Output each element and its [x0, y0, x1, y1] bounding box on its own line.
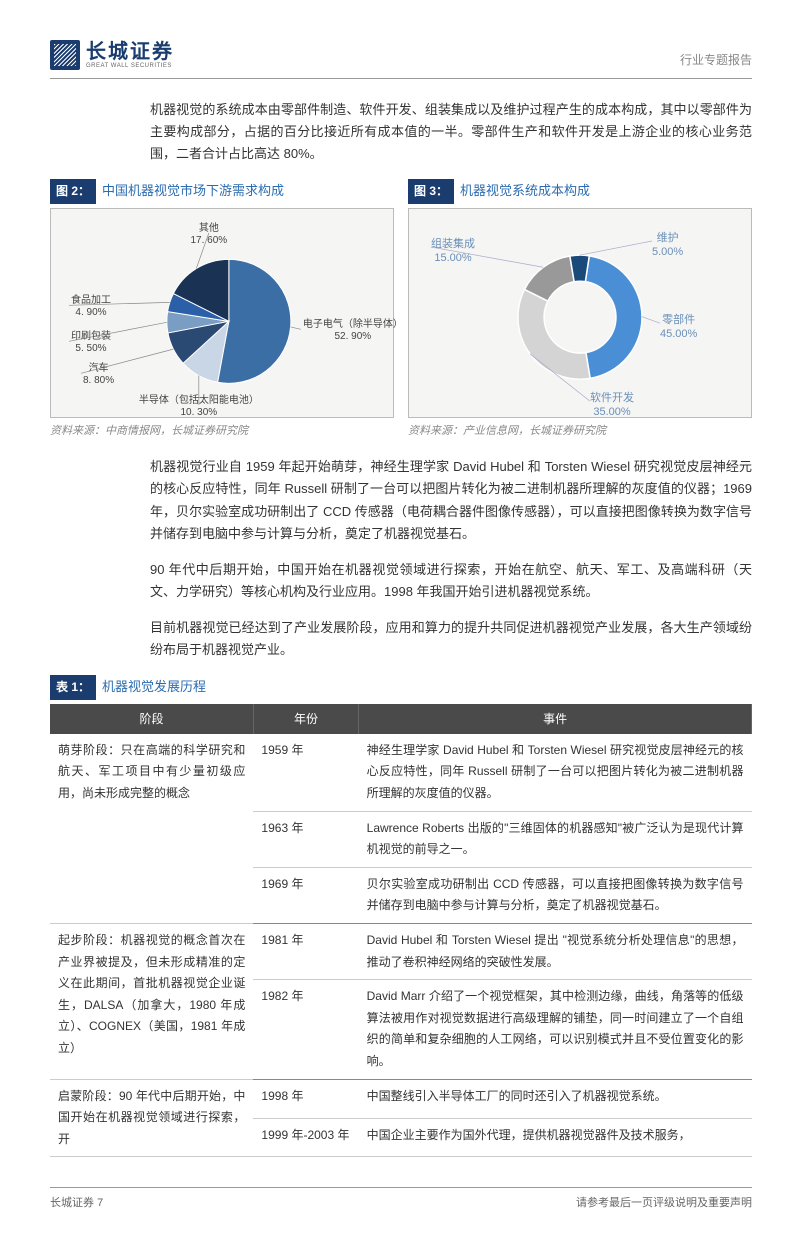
- chart2-source: 资料来源：中商情报网，长城证券研究院: [50, 422, 394, 441]
- cell-year: 1959 年: [253, 734, 358, 811]
- charts-row: 图 2： 中国机器视觉市场下游需求构成 电子电气（除半导体）52. 90%半导体…: [50, 179, 752, 440]
- footer-right: 请参考最后一页评级说明及重要声明: [576, 1194, 752, 1213]
- table1-title: 机器视觉发展历程: [102, 676, 206, 698]
- chart3-canvas: 零部件45.00% 软件开发35.00% 组装集成15.00% 维护5.00%: [408, 208, 752, 418]
- cell-event: 神经生理学家 David Hubel 和 Torsten Wiesel 研究视觉…: [359, 734, 752, 811]
- cell-year: 1981 年: [253, 924, 358, 980]
- pie-slice-label: 其他17. 60%: [190, 223, 227, 247]
- intro-paragraph: 机器视觉的系统成本由零部件制造、软件开发、组装集成以及维护过程产生的成本构成，其…: [150, 99, 752, 165]
- page-header: 长城证券 GREAT WALL SECURITIES 行业专题报告: [50, 40, 752, 79]
- cell-event: Lawrence Roberts 出版的"三维固体的机器感知"被广泛认为是现代计…: [359, 811, 752, 867]
- table-row: 起步阶段：机器视觉的概念首次在产业界被提及，但未形成精准的定义在此期间，首批机器…: [50, 924, 752, 980]
- paragraph-2: 机器视觉行业自 1959 年起开始萌芽，神经生理学家 David Hubel 和…: [150, 456, 752, 544]
- donut-slice-label: 维护5.00%: [652, 231, 683, 260]
- logo-cn: 长城证券: [86, 41, 174, 63]
- pie-slice-label: 汽车8. 80%: [83, 363, 114, 387]
- th-event: 事件: [359, 704, 752, 734]
- cell-year: 1999 年-2003 年: [253, 1118, 358, 1157]
- chart3-box: 图 3： 机器视觉系统成本构成 零部件45.00% 软件开发35.00% 组装集成1…: [408, 179, 752, 440]
- cell-event: David Marr 介绍了一个视觉框架，其中检测边缘，曲线，角落等的低级算法被…: [359, 980, 752, 1079]
- paragraph-4: 目前机器视觉已经达到了产业发展阶段，应用和算力的提升共同促进机器视觉产业发展，各…: [150, 617, 752, 661]
- page-footer: 长城证券 7 请参考最后一页评级说明及重要声明: [50, 1187, 752, 1213]
- table1-section: 表 1： 机器视觉发展历程 阶段 年份 事件 萌芽阶段：只在高端的科学研究和航天…: [50, 675, 752, 1157]
- table-row: 启蒙阶段：90 年代中后期开始，中国开始在机器视觉领域进行探索，开1998 年中…: [50, 1079, 752, 1118]
- logo-en: GREAT WALL SECURITIES: [86, 63, 174, 70]
- footer-left: 长城证券 7: [50, 1194, 103, 1213]
- logo-icon: [50, 40, 80, 70]
- paragraph-3: 90 年代中后期开始，中国开始在机器视觉领域进行探索，开始在航空、航天、军工、及…: [150, 559, 752, 603]
- table-row: 萌芽阶段：只在高端的科学研究和航天、军工项目中有少量初级应用，尚未形成完整的概念…: [50, 734, 752, 811]
- cell-year: 1969 年: [253, 867, 358, 923]
- cell-year: 1963 年: [253, 811, 358, 867]
- chart3-title: 机器视觉系统成本构成: [460, 180, 590, 202]
- cell-stage: 萌芽阶段：只在高端的科学研究和航天、军工项目中有少量初级应用，尚未形成完整的概念: [50, 734, 253, 924]
- cell-event: 中国整线引入半导体工厂的同时还引入了机器视觉系统。: [359, 1079, 752, 1118]
- donut-slice-label: 组装集成15.00%: [431, 237, 475, 266]
- logo: 长城证券 GREAT WALL SECURITIES: [50, 40, 174, 70]
- cell-year: 1998 年: [253, 1079, 358, 1118]
- cell-stage: 启蒙阶段：90 年代中后期开始，中国开始在机器视觉领域进行探索，开: [50, 1079, 253, 1157]
- cell-event: 中国企业主要作为国外代理，提供机器视觉器件及技术服务，: [359, 1118, 752, 1157]
- doc-type: 行业专题报告: [680, 50, 752, 70]
- chart2-title: 中国机器视觉市场下游需求构成: [102, 180, 284, 202]
- chart2-num: 图 2：: [50, 179, 96, 203]
- th-stage: 阶段: [50, 704, 253, 734]
- cell-stage: 起步阶段：机器视觉的概念首次在产业界被提及，但未形成精准的定义在此期间，首批机器…: [50, 924, 253, 1080]
- chart3-source: 资料来源：产业信息网，长城证券研究院: [408, 422, 752, 441]
- cell-event: 贝尔实验室成功研制出 CCD 传感器，可以直接把图像转换为数字信号并储存到电脑中…: [359, 867, 752, 923]
- pie-slice-label: 食品加工4. 90%: [71, 295, 111, 319]
- table1: 阶段 年份 事件 萌芽阶段：只在高端的科学研究和航天、军工项目中有少量初级应用，…: [50, 704, 752, 1158]
- chart3-num: 图 3：: [408, 179, 454, 203]
- pie-slice-label: 印刷包装5. 50%: [71, 331, 111, 355]
- chart2-canvas: 电子电气（除半导体）52. 90%半导体（包括太阳能电池）10. 30%汽车8.…: [50, 208, 394, 418]
- cell-year: 1982 年: [253, 980, 358, 1079]
- pie-slice-label: 半导体（包括太阳能电池）10. 30%: [139, 395, 259, 419]
- chart2-box: 图 2： 中国机器视觉市场下游需求构成 电子电气（除半导体）52. 90%半导体…: [50, 179, 394, 440]
- donut-slice-label: 零部件45.00%: [660, 313, 697, 342]
- th-year: 年份: [253, 704, 358, 734]
- donut-slice-label: 软件开发35.00%: [590, 391, 634, 420]
- pie-slice-label: 电子电气（除半导体）52. 90%: [303, 319, 403, 343]
- cell-event: David Hubel 和 Torsten Wiesel 提出 "视觉系统分析处…: [359, 924, 752, 980]
- table1-num: 表 1：: [50, 675, 96, 699]
